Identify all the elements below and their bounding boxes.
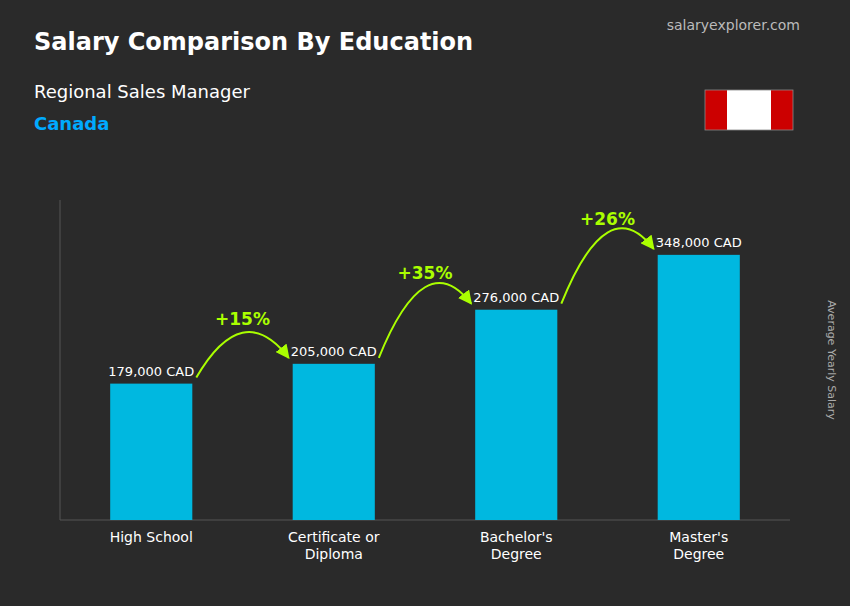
flag-border	[705, 90, 793, 130]
pct-label: +26%	[580, 209, 635, 229]
flag-band	[771, 90, 793, 130]
x-tick-label-line: Bachelor's	[480, 529, 553, 545]
pct-arrow	[379, 283, 471, 358]
subtitle: Regional Sales Manager	[34, 81, 251, 102]
flag	[705, 90, 793, 130]
flag-band	[705, 90, 727, 130]
background	[0, 0, 850, 606]
bars	[110, 255, 740, 520]
pct-label: +15%	[215, 309, 270, 329]
y-axis-line	[60, 200, 61, 520]
x-tick-label: High School	[110, 529, 193, 545]
x-tick-label-line: Degree	[491, 546, 542, 562]
chart: Salary Comparison By Education Regional S…	[0, 0, 850, 606]
bar	[475, 310, 557, 520]
country: Canada	[34, 113, 109, 134]
data-label: 348,000 CAD	[656, 235, 742, 250]
pct-label: +35%	[398, 263, 453, 283]
y-axis-label: Average Yearly Salary	[825, 300, 838, 420]
data-label: 276,000 CAD	[473, 290, 559, 305]
data-label: 179,000 CAD	[108, 364, 194, 379]
x-tick-label: Certificate orDiploma	[288, 529, 380, 562]
x-tick-label-line: Degree	[673, 546, 724, 562]
x-tick-label-line: High School	[110, 529, 193, 545]
x-tick-label-line: Master's	[669, 529, 728, 545]
pct-arrow	[561, 228, 653, 303]
bar	[658, 255, 740, 520]
data-label: 205,000 CAD	[291, 344, 377, 359]
x-tick-label-line: Diploma	[305, 546, 363, 562]
pct-arrow	[196, 332, 288, 378]
flag-band	[727, 90, 771, 130]
title: Salary Comparison By Education	[34, 28, 473, 56]
x-tick-label: Master'sDegree	[669, 529, 728, 562]
site-name: salaryexplorer.com	[667, 17, 800, 33]
x-tick-label: Bachelor'sDegree	[480, 529, 553, 562]
bar	[110, 384, 192, 520]
x-tick-label-line: Certificate or	[288, 529, 380, 545]
bar	[293, 364, 375, 520]
